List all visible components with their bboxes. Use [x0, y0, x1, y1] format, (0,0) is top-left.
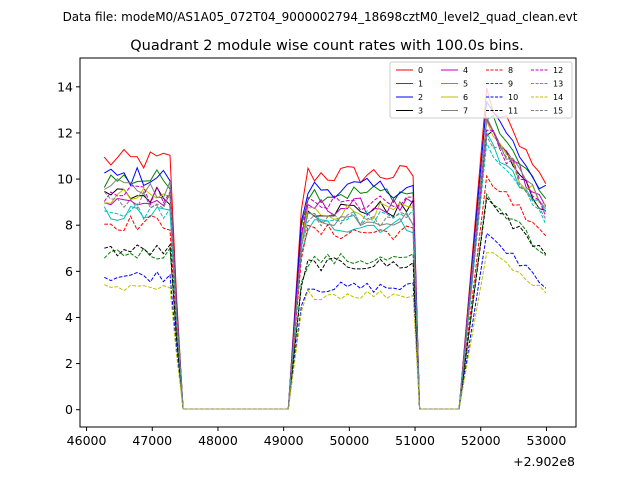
legend-label-8: 8 [508, 66, 513, 75]
y-tick-label: 8 [65, 218, 73, 233]
y-tick-label: 4 [65, 310, 73, 325]
y-axis: 0 2 4 6 8 10 12 14 [57, 79, 80, 417]
legend-label-15: 15 [553, 107, 563, 116]
y-tick-label: 0 [65, 402, 73, 417]
y-tick-label: 6 [65, 264, 73, 279]
x-tick-label: 49000 [264, 433, 304, 448]
legend-label-0: 0 [418, 66, 423, 75]
chart-title: Quadrant 2 module wise count rates with … [130, 38, 524, 54]
x-axis: 46000 47000 48000 49000 50000 51000 52000 53000 [67, 427, 567, 448]
legend-label-3: 3 [418, 107, 423, 116]
legend-label-6: 6 [463, 93, 468, 102]
y-tick-label: 10 [57, 172, 73, 187]
x-tick-label: 53000 [527, 433, 567, 448]
legend-label-10: 10 [508, 93, 518, 102]
x-tick-label: 48000 [198, 433, 238, 448]
x-tick-label: 50000 [329, 433, 369, 448]
x-tick-label: 51000 [395, 433, 435, 448]
x-tick-label: 52000 [461, 433, 501, 448]
series-line-15 [103, 134, 547, 410]
legend-label-9: 9 [508, 80, 513, 89]
x-offset-label: +2.902e8 [513, 454, 575, 469]
plot-area [79, 57, 577, 428]
y-tick-label: 12 [57, 125, 73, 140]
legend-label-13: 13 [553, 80, 563, 89]
legend-label-12: 12 [553, 66, 563, 75]
legend-box [389, 61, 573, 119]
legend-label-14: 14 [553, 93, 563, 102]
legend-label-1: 1 [418, 80, 423, 89]
x-tick-label: 47000 [132, 433, 172, 448]
series-lines [103, 87, 547, 410]
y-tick-label: 14 [57, 79, 73, 94]
legend-label-11: 11 [508, 107, 518, 116]
x-tick-label: 46000 [67, 433, 107, 448]
legend-label-2: 2 [418, 93, 423, 102]
legend-label-4: 4 [463, 66, 468, 75]
series-line-12 [103, 129, 547, 410]
series-line-10 [104, 232, 547, 410]
y-tick-label: 2 [65, 356, 73, 371]
figure-suptitle: Data file: modeM0/AS1A05_072T04_90000027… [63, 10, 578, 24]
legend-label-7: 7 [463, 107, 468, 116]
legend-label-5: 5 [463, 80, 468, 89]
